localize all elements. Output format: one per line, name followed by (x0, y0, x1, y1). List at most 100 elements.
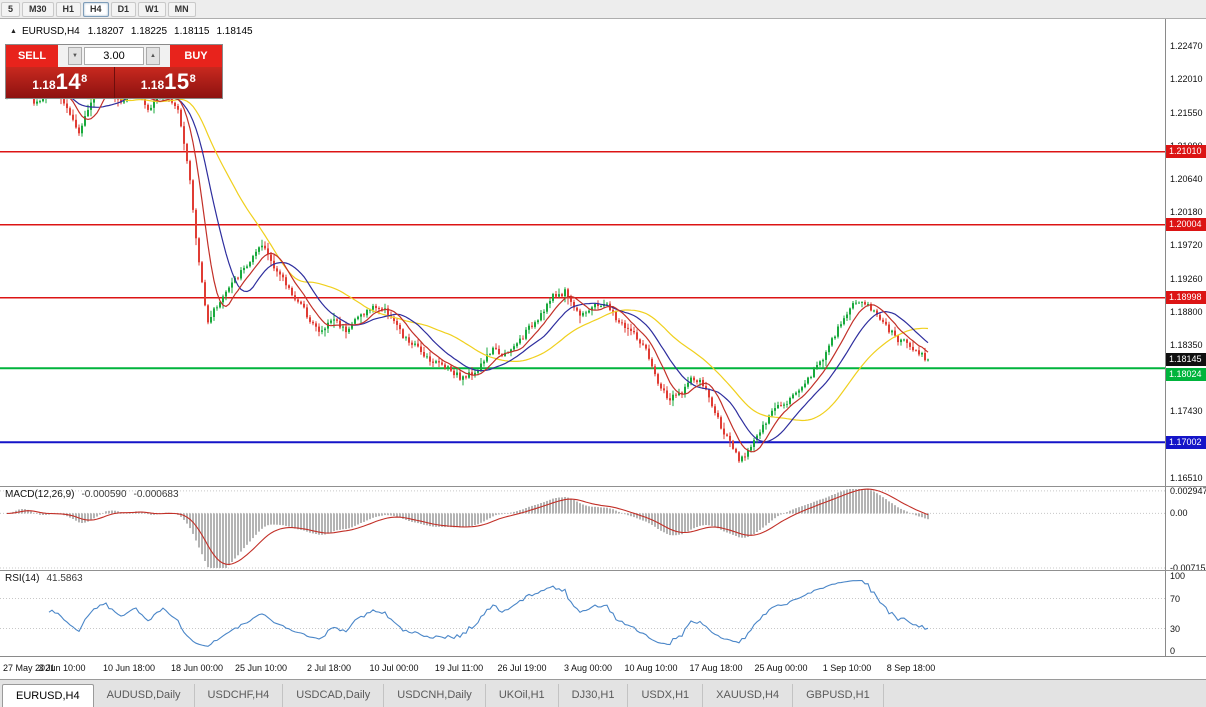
volume-input[interactable] (84, 47, 144, 65)
quote-low: 1.18115 (174, 26, 210, 37)
quote-high: 1.18225 (130, 26, 168, 37)
price-tick: 1.17430 (1170, 406, 1203, 416)
price-badge: 1.18145 (1166, 353, 1206, 366)
time-label: 19 Jul 11:00 (434, 663, 484, 673)
price-badge: 1.18998 (1166, 291, 1206, 304)
timeframe-toolbar: 5 M30 H1 H4 D1 W1 MN (0, 0, 1206, 19)
volume-increase-icon[interactable]: ▲ (146, 47, 160, 65)
chart-tab-eurusd-h4[interactable]: EURUSD,H4 (2, 684, 94, 707)
macd-canvas[interactable] (0, 487, 1166, 570)
chart-tab-gbpusd-h1[interactable]: GBPUSD,H1 (793, 684, 884, 707)
period-button-mn[interactable]: MN (167, 1, 196, 17)
quote-expand-icon[interactable]: ▲ (10, 28, 17, 35)
chart-tab-usdcnh-daily[interactable]: USDCNH,Daily (384, 684, 486, 707)
candles-layer (6, 69, 929, 463)
trade-prices-row: 1.18148 1.18158 (6, 67, 222, 98)
time-label: 18 Jun 00:00 (170, 663, 224, 673)
sell-price-big: 14 (55, 69, 82, 94)
buy-price-button[interactable]: 1.18158 (114, 67, 222, 98)
ma-layer (6, 79, 929, 453)
price-badge: 1.21010 (1166, 145, 1206, 158)
volume-decrease-icon[interactable]: ▼ (68, 47, 82, 65)
chart-tab-usdx-h1[interactable]: USDX,H1 (628, 684, 704, 707)
main-price-panel: ▲ EURUSD,H4 1.18207 1.18225 1.18115 1.18… (0, 19, 1166, 486)
rsi-scale-tick: 30 (1170, 624, 1181, 634)
ma-8-line (6, 79, 929, 453)
price-tick: 1.19720 (1170, 240, 1203, 250)
period-button-h4[interactable]: H4 (83, 1, 109, 17)
price-tick: 1.19260 (1170, 274, 1203, 284)
chart-quote-bar: ▲ EURUSD,H4 1.18207 1.18225 1.18115 1.18… (5, 24, 265, 39)
period-button-d1[interactable]: D1 (110, 1, 137, 17)
rsi-label: RSI(14) 41.5863 (5, 573, 83, 584)
price-tick: 1.22470 (1170, 41, 1203, 51)
buy-button[interactable]: BUY (170, 45, 222, 67)
period-button-5[interactable]: 5 (1, 1, 21, 17)
rsi-panel: RSI(14) 41.5863 (0, 571, 1166, 656)
price-tick: 1.18800 (1170, 307, 1203, 317)
price-tick: 1.16510 (1170, 473, 1203, 483)
ma-16-line (6, 79, 929, 443)
ma-34-line (6, 79, 929, 422)
time-label: 3 Jun 10:00 (38, 663, 86, 673)
quote-close: 1.18145 (216, 26, 253, 37)
one-click-trading-panel: SELL ▼ ▲ BUY 1.18148 1.18158 (5, 44, 223, 99)
buy-price-sup: 8 (189, 73, 196, 85)
rsi-scale-tick: 0 (1170, 646, 1176, 656)
time-label: 17 Aug 18:00 (689, 663, 743, 673)
time-label: 3 Aug 00:00 (563, 663, 613, 673)
period-button-m30[interactable]: M30 (22, 1, 54, 17)
rsi-level-lines (0, 598, 1165, 629)
chart-tab-ukoil-h1[interactable]: UKOil,H1 (486, 684, 559, 707)
period-button-w1[interactable]: W1 (138, 1, 166, 17)
time-label: 2 Jul 18:00 (306, 663, 352, 673)
price-tick: 1.20640 (1170, 174, 1203, 184)
period-button-h1[interactable]: H1 (55, 1, 82, 17)
price-tick: 1.21550 (1170, 108, 1203, 118)
macd-label: MACD(12,26,9) -0.000590 -0.000683 (5, 489, 179, 500)
macd-histogram (6, 489, 929, 568)
time-axis[interactable]: 27 May 2021 3 Jun 10:00 10 Jun 18:00 18 Jun… (0, 656, 1206, 679)
chart-window-eurusd-h4: ▲ EURUSD,H4 1.18207 1.18225 1.18115 1.18… (0, 19, 1206, 679)
price-badge: 1.17002 (1166, 436, 1206, 449)
price-axis[interactable]: 1.224701.220101.215501.210901.206401.201… (1166, 19, 1206, 656)
rsi-canvas[interactable] (0, 571, 1166, 656)
buy-price-big: 15 (164, 69, 190, 94)
sell-price-prefix: 1.18 (32, 78, 56, 92)
rsi-scale-tick: 100 (1170, 571, 1186, 581)
time-label: 25 Aug 00:00 (754, 663, 808, 673)
time-label: 10 Jul 00:00 (369, 663, 419, 673)
chart-tab-dj30-h1[interactable]: DJ30,H1 (559, 684, 629, 707)
price-tick: 1.18350 (1170, 340, 1203, 350)
chart-tab-xauusd-h4[interactable]: XAUUSD,H4 (703, 684, 794, 707)
time-label: 1 Sep 10:00 (822, 663, 872, 673)
sell-price-sup: 8 (81, 73, 88, 85)
time-label: 25 Jun 10:00 (234, 663, 288, 673)
volume-control: ▼ ▲ (58, 45, 170, 67)
time-label: 10 Aug 10:00 (624, 663, 678, 673)
rsi-line (48, 580, 929, 647)
chart-tab-usdchf-h4[interactable]: USDCHF,H4 (195, 684, 284, 707)
quote-open: 1.18207 (87, 26, 124, 37)
price-badge: 1.18024 (1166, 368, 1206, 381)
time-label: 8 Sep 18:00 (886, 663, 936, 673)
time-label: 10 Jun 18:00 (102, 663, 156, 673)
sell-price-button[interactable]: 1.18148 (6, 67, 115, 98)
time-label: 26 Jul 19:00 (497, 663, 547, 673)
buy-price-prefix: 1.18 (140, 78, 165, 92)
sell-button[interactable]: SELL (6, 45, 58, 67)
chart-tab-usdcad-daily[interactable]: USDCAD,Daily (283, 684, 385, 707)
macd-scale-tick: -0.00715 (1170, 563, 1206, 573)
time-label: 27 May 2021 (3, 663, 56, 673)
rsi-scale-tick: 70 (1170, 594, 1181, 604)
macd-panel: MACD(12,26,9) -0.000590 -0.000683 (0, 487, 1166, 570)
price-tick: 1.20180 (1170, 207, 1203, 217)
trade-controls-row: SELL ▼ ▲ BUY (6, 45, 222, 67)
macd-scale-tick: 0.00 (1170, 508, 1188, 518)
panel-splitter[interactable] (0, 486, 1206, 487)
chart-tab-audusd-daily[interactable]: AUDUSD,Daily (94, 684, 195, 707)
panel-splitter[interactable] (0, 570, 1206, 571)
macd-signal-line (6, 488, 929, 565)
price-badge: 1.20004 (1166, 218, 1206, 231)
